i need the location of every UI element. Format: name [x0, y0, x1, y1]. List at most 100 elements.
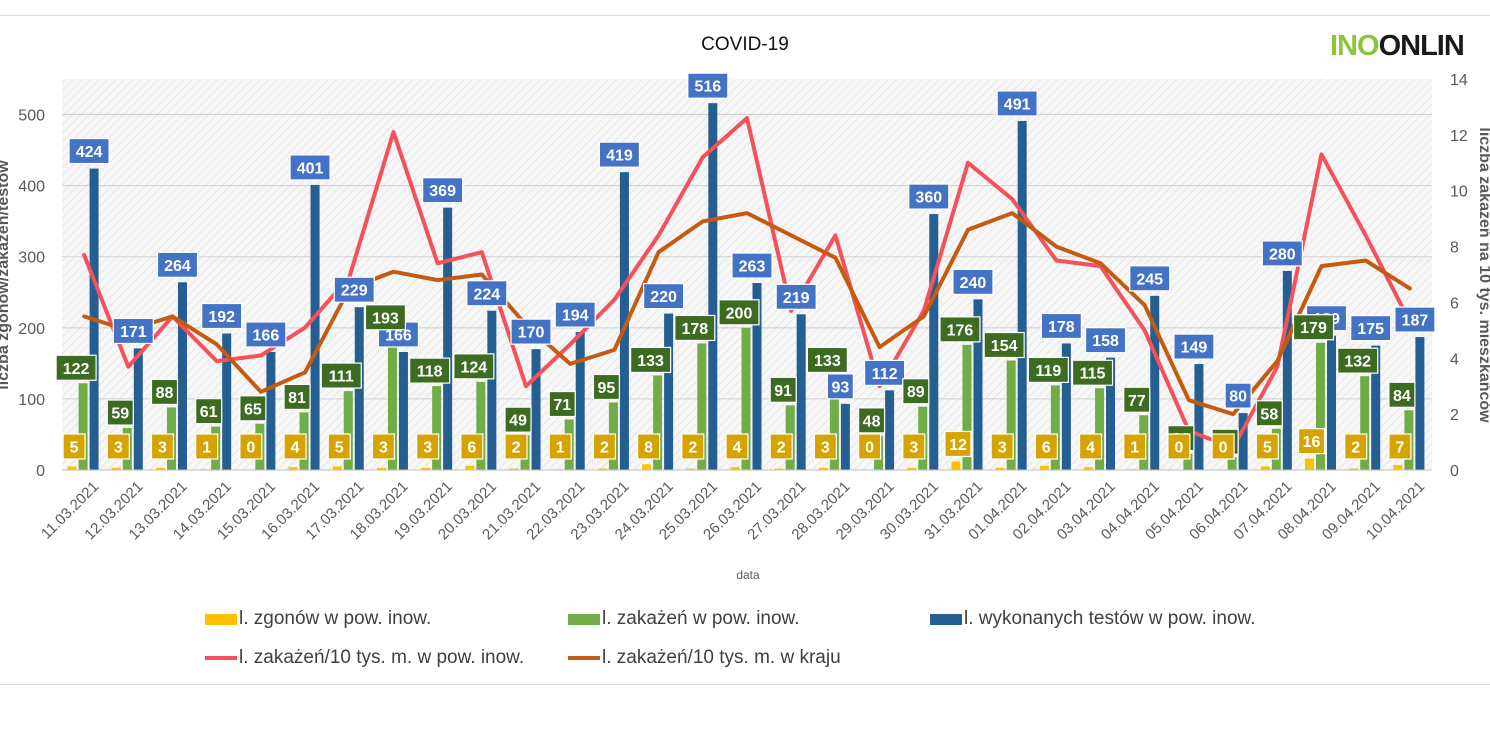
data-label-deaths-text: 5 — [1263, 440, 1272, 457]
data-label-deaths-box — [1255, 433, 1279, 460]
bar-deaths — [907, 467, 917, 470]
bar-deaths — [951, 461, 961, 470]
data-label-deaths: 4 — [283, 433, 307, 460]
y2-tick-label: 0 — [1450, 463, 1459, 480]
data-label-infections-text: 91 — [774, 383, 792, 400]
data-label-tests-text: 424 — [76, 144, 103, 161]
data-label-tests-text: 194 — [562, 308, 589, 325]
bar-tests — [840, 403, 850, 470]
bar-tests — [1415, 337, 1425, 470]
data-label-infections-text: 176 — [947, 322, 974, 339]
data-label-infections-box — [453, 353, 495, 380]
data-label-tests-box — [1084, 327, 1127, 354]
data-label-infections-box — [1027, 356, 1069, 384]
bar-deaths — [1305, 458, 1315, 470]
data-label-infections-text: 111 — [329, 369, 354, 386]
data-label-infections: 48 — [857, 407, 886, 434]
data-label-infections: 115 — [1071, 359, 1114, 386]
data-label-tests-text: 175 — [1357, 321, 1384, 338]
data-label-deaths: 3 — [813, 433, 837, 460]
data-label-infections-box — [239, 395, 267, 422]
y2-tick-label: 2 — [1450, 407, 1459, 424]
data-label-tests-box — [68, 137, 110, 165]
data-label-tests-text: 166 — [253, 327, 280, 344]
data-label-tests-box — [1394, 306, 1436, 333]
data-label-tests: 240 — [952, 268, 994, 295]
data-label-infections-box — [983, 331, 1025, 359]
y2-axis-title: liczba zakażeń na 10 tys. mieszkańców — [1476, 127, 1490, 423]
data-label-tests-box — [1261, 240, 1303, 267]
bar-tests — [1194, 364, 1204, 470]
data-label-infections-box — [1071, 359, 1114, 386]
data-label-infections-text: 58 — [1260, 406, 1278, 423]
data-label-infections: 61 — [195, 398, 223, 425]
data-label-deaths: 7 — [1388, 433, 1412, 460]
y2-tick-label: 8 — [1450, 240, 1459, 257]
data-label-tests-text: 224 — [473, 286, 500, 303]
data-label-deaths: 2 — [592, 433, 617, 460]
data-label-tests-box — [1350, 314, 1392, 342]
bar-deaths — [155, 467, 165, 470]
data-label-deaths-box — [1078, 433, 1103, 460]
data-label-tests-box — [1224, 382, 1252, 409]
data-label-tests-text: 419 — [606, 148, 633, 165]
legend-county-rate: l. zakażeń/10 tys. m. w pow. inow. — [205, 647, 524, 669]
data-label-deaths-box — [416, 433, 440, 460]
data-label-infections-box — [1388, 381, 1416, 408]
data-label-deaths-text: 0 — [865, 440, 874, 457]
data-label-infections: 84 — [1388, 381, 1416, 408]
data-label-tests-text: 187 — [1402, 313, 1429, 330]
bar-infections — [653, 375, 663, 470]
bar-tests — [973, 299, 983, 470]
line-country-rate — [82, 211, 1412, 417]
data-label-tests-box — [1173, 333, 1215, 360]
data-label-deaths: 16 — [1297, 428, 1326, 455]
data-label-tests-box — [112, 317, 154, 345]
data-label-deaths-text: 12 — [949, 437, 967, 454]
data-label-infections: 124 — [453, 353, 495, 380]
data-label-tests-text: 149 — [1181, 340, 1208, 357]
bar-infections — [697, 343, 707, 470]
data-label-infections-box — [1292, 314, 1335, 341]
data-label-infections-text: 179 — [1300, 320, 1327, 337]
bar-infections — [1227, 457, 1237, 470]
data-label-infections-box — [806, 346, 848, 374]
data-label-deaths-text: 2 — [777, 440, 786, 457]
data-label-deaths: 3 — [371, 433, 396, 460]
data-label-deaths: 3 — [106, 433, 130, 460]
data-label-tests-box — [863, 359, 906, 386]
data-label-tests-box — [245, 321, 287, 348]
data-label-infections-text: 132 — [1344, 354, 1371, 371]
data-label-tests-text: 264 — [164, 258, 191, 275]
data-label-deaths: 2 — [681, 433, 705, 460]
bar-infections — [962, 344, 972, 470]
data-label-deaths: 6 — [1034, 433, 1058, 460]
data-label-deaths-text: 2 — [600, 440, 609, 457]
data-label-deaths-box — [1034, 433, 1058, 460]
bar-deaths — [67, 466, 77, 470]
bar-deaths — [1039, 465, 1049, 470]
y-tick-label: 100 — [18, 392, 45, 409]
data-label-tests-box — [908, 183, 950, 210]
data-label-deaths-box — [1211, 433, 1235, 460]
data-label-infections: 111 — [320, 362, 362, 389]
bar-tests — [487, 310, 497, 470]
data-label-infections-text: 88 — [156, 385, 174, 402]
data-label-deaths: 12 — [944, 430, 972, 458]
legend-country-rate: l. zakażeń/10 tys. m. w kraju — [568, 647, 841, 669]
legend-tests: l. wykonanych testów w pow. inow. — [930, 608, 1255, 630]
data-label-tests: 516 — [687, 72, 729, 99]
data-label-tests-box — [156, 251, 199, 278]
bar-tests — [1061, 343, 1071, 470]
data-label-deaths: 0 — [857, 433, 882, 460]
y2-tick-label: 4 — [1450, 351, 1459, 368]
data-label-infections-text: 122 — [63, 361, 90, 378]
bar-tests — [1150, 295, 1160, 470]
data-label-infections-text: 95 — [598, 380, 616, 397]
data-label-deaths-box — [681, 433, 705, 460]
data-label-infections: 179 — [1292, 314, 1335, 341]
data-label-infections-box — [195, 398, 223, 425]
data-label-deaths-text: 8 — [644, 440, 653, 457]
data-label-deaths-box — [857, 433, 882, 460]
